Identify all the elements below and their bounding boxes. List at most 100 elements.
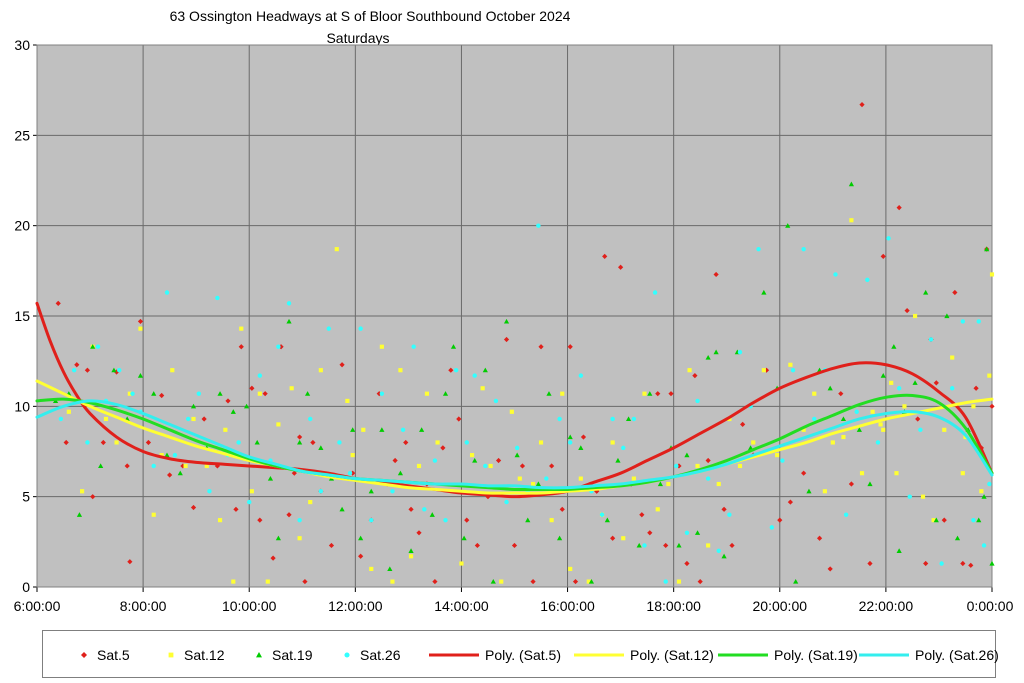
data-point: [827, 385, 833, 391]
data-point: [85, 440, 90, 445]
data-point: [190, 504, 197, 511]
data-point: [400, 427, 406, 433]
data-point: [127, 559, 133, 565]
data-point: [705, 476, 711, 481]
legend-label: Poly. (Sat.26): [915, 647, 999, 663]
x-tick-label: 14:00:00: [434, 598, 489, 614]
data-point: [713, 349, 719, 355]
legend-entry: Poly. (Sat.19): [718, 646, 858, 664]
data-point: [960, 319, 966, 324]
data-point: [556, 535, 563, 541]
data-point: [267, 476, 274, 481]
data-point: [358, 553, 364, 559]
data-point: [204, 463, 209, 469]
data-point: [859, 471, 865, 476]
data-point: [390, 489, 395, 494]
data-point: [379, 391, 385, 396]
y-tick-label: 10: [14, 398, 30, 414]
data-point: [440, 445, 446, 451]
data-point: [347, 470, 353, 476]
data-point: [185, 416, 191, 422]
data-point: [504, 499, 509, 505]
data-point: [729, 542, 735, 549]
data-point: [549, 463, 555, 469]
data-point: [443, 517, 448, 523]
data-point: [302, 578, 308, 585]
legend-entry: Poly. (Sat.12): [574, 646, 714, 664]
data-point: [594, 488, 600, 494]
data-point: [190, 403, 197, 409]
legend-marker: [344, 652, 350, 658]
data-point: [429, 512, 435, 517]
data-point: [472, 373, 477, 378]
data-point: [706, 543, 711, 548]
data-point: [495, 457, 502, 464]
data-point: [854, 409, 859, 414]
data-point: [137, 318, 144, 325]
data-point: [599, 512, 605, 517]
data-point: [490, 578, 496, 584]
data-point: [503, 318, 510, 324]
data-point: [536, 223, 541, 228]
data-point: [875, 440, 881, 445]
data-point: [464, 517, 470, 523]
data-point: [621, 536, 626, 541]
data-point: [610, 416, 615, 422]
data-point: [326, 326, 332, 331]
chart-canvas: 63 Ossington Headways at S of Bloor Sout…: [14, 8, 1014, 614]
data-point: [265, 579, 270, 584]
data-point: [304, 391, 311, 396]
data-point: [297, 434, 303, 440]
data-point: [297, 517, 302, 523]
data-point: [422, 507, 427, 512]
data-point: [456, 416, 462, 422]
x-tick-label: 8:00:00: [120, 598, 167, 614]
data-point: [816, 535, 823, 541]
data-point: [503, 336, 510, 343]
legend-label: Sat.26: [360, 647, 401, 663]
data-point: [971, 517, 976, 523]
data-point: [960, 471, 965, 476]
chart-subtitle: Saturdays: [326, 30, 389, 46]
data-point: [790, 367, 796, 373]
data-point: [84, 367, 91, 373]
data-point: [896, 386, 902, 391]
data-point: [538, 344, 544, 350]
data-point: [334, 247, 339, 252]
data-point: [780, 458, 785, 463]
legend-entry: Sat.26: [340, 646, 400, 664]
data-point: [262, 391, 268, 397]
data-point: [482, 367, 488, 373]
data-point: [886, 236, 891, 241]
series-3: [52, 181, 995, 584]
data-point: [308, 500, 313, 505]
data-point: [448, 367, 454, 373]
data-point: [167, 472, 173, 478]
data-point: [71, 367, 77, 373]
data-point: [572, 578, 579, 585]
data-point: [368, 488, 374, 494]
data-point: [151, 512, 156, 517]
data-point: [233, 506, 239, 512]
x-tick-label: 12:00:00: [328, 598, 383, 614]
data-point: [509, 409, 514, 414]
data-point: [968, 562, 974, 568]
data-point: [432, 458, 438, 463]
data-point: [989, 272, 995, 277]
data-point: [164, 452, 170, 458]
axes: 0 5 10 15 20 25 30 6:00:00 8:00:00 10:00:00 12:00:…: [14, 37, 1014, 614]
y-tick-label: 0: [22, 579, 30, 595]
plot-border: [36, 44, 993, 588]
data-point: [692, 373, 698, 379]
data-point: [694, 530, 701, 535]
data-point: [145, 439, 152, 446]
data-point: [450, 344, 457, 349]
data-point: [217, 518, 223, 523]
data-point: [177, 470, 183, 476]
data-point: [976, 517, 982, 523]
data-point: [387, 566, 393, 572]
data-point: [369, 566, 374, 572]
data-point: [249, 489, 254, 494]
y-tick-label: 25: [14, 127, 30, 143]
